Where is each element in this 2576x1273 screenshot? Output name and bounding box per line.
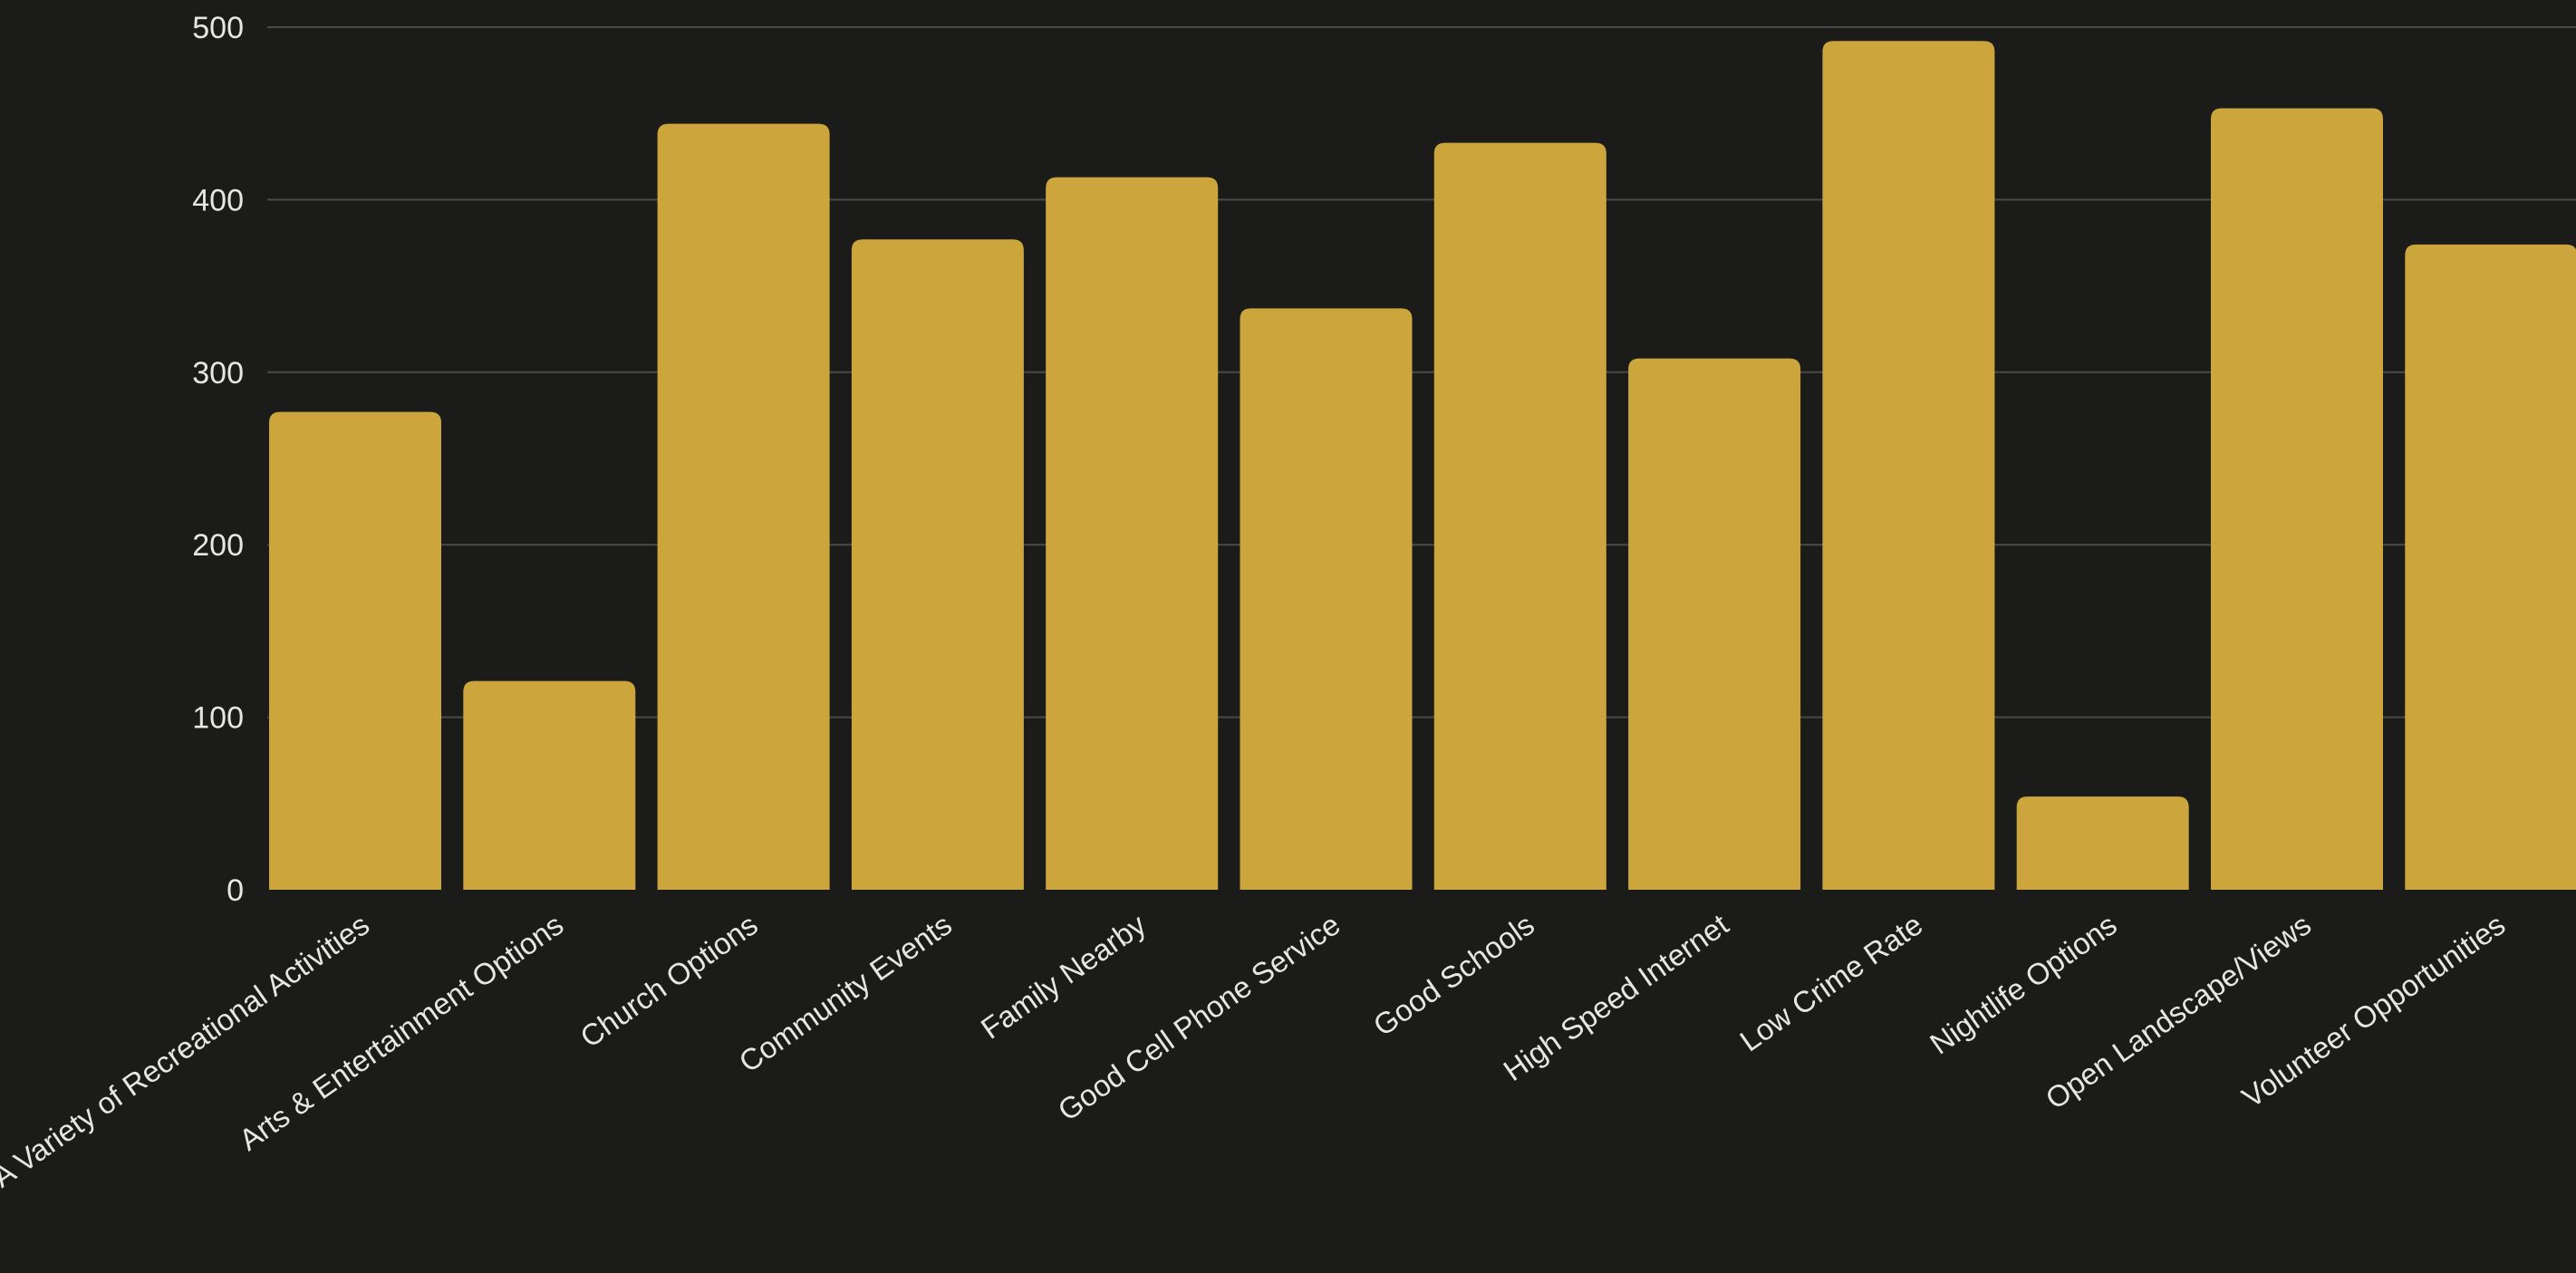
bar-9 — [2016, 796, 2189, 890]
x-category-label: Community Events — [733, 907, 958, 1078]
y-tick-label: 200 — [192, 528, 244, 563]
y-axis-ticks: 0 100 200 300 400 500 — [192, 11, 244, 908]
bars — [269, 41, 2576, 891]
x-axis-labels: A Variety of Recreational ActivitiesArts… — [0, 907, 2511, 1193]
y-tick-label: 0 — [227, 873, 244, 908]
y-tick-label: 500 — [192, 11, 244, 45]
bar-0 — [269, 411, 441, 890]
bar-1 — [463, 680, 636, 890]
x-category-label: Good Schools — [1367, 907, 1540, 1042]
bar-2 — [657, 123, 830, 890]
bar-11 — [2405, 244, 2576, 890]
x-category-label: Arts & Entertainment Options — [233, 907, 569, 1156]
gridlines — [267, 26, 2576, 718]
y-tick-label: 400 — [192, 183, 244, 217]
bar-10 — [2211, 108, 2383, 891]
bar-5 — [1240, 308, 1413, 890]
x-category-label: Nightlife Options — [1924, 907, 2123, 1060]
bar-3 — [851, 239, 1024, 890]
x-category-label: Low Crime Rate — [1733, 907, 1928, 1057]
y-tick-label: 300 — [192, 356, 244, 391]
x-category-label: A Variety of Recreational Activities — [0, 907, 375, 1193]
x-category-label: Church Options — [574, 907, 764, 1054]
y-tick-label: 100 — [192, 701, 244, 736]
bar-8 — [1822, 41, 1995, 891]
x-category-label: Family Nearby — [975, 907, 1153, 1046]
bar-6 — [1433, 142, 1606, 890]
bar-4 — [1046, 177, 1219, 890]
bar-7 — [1628, 358, 1801, 890]
